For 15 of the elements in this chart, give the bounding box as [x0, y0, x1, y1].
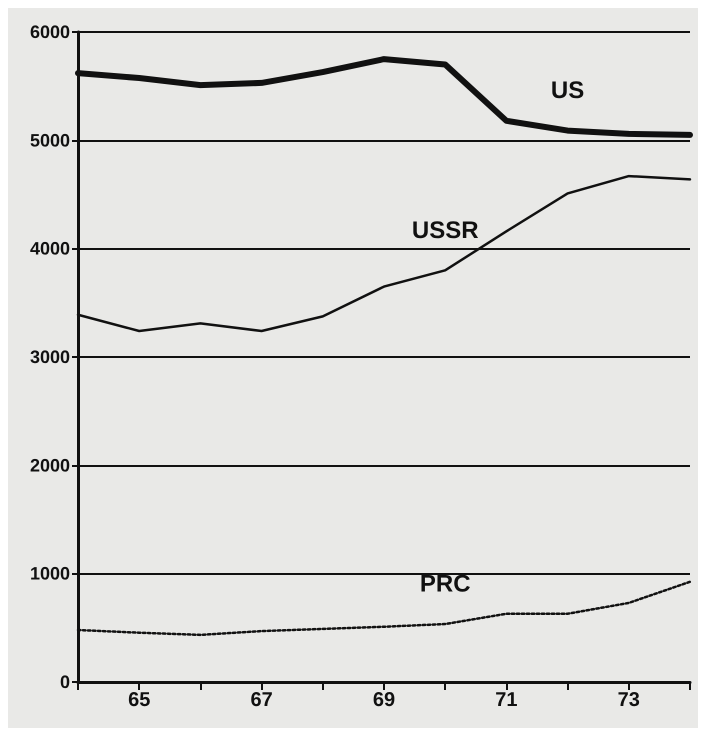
y-tick-label: 3000	[30, 347, 70, 367]
x-tick-label: 71	[495, 689, 518, 711]
x-tick-label: 67	[250, 689, 273, 711]
series-label: PRC	[420, 570, 471, 598]
y-tick-label: 5000	[30, 130, 70, 150]
x-tick-label: 69	[372, 689, 396, 711]
x-tick-label: 73	[618, 689, 640, 711]
series-label: USSR	[412, 216, 479, 244]
x-tick-label: 65	[128, 689, 150, 711]
series-label: US	[550, 77, 584, 104]
y-tick-label: 6000	[30, 22, 70, 42]
y-tick-label: 0	[60, 672, 70, 692]
y-tick-label: 2000	[30, 455, 70, 476]
y-tick-label: 1000	[30, 564, 70, 584]
y-tick-label: 4000	[30, 238, 70, 259]
